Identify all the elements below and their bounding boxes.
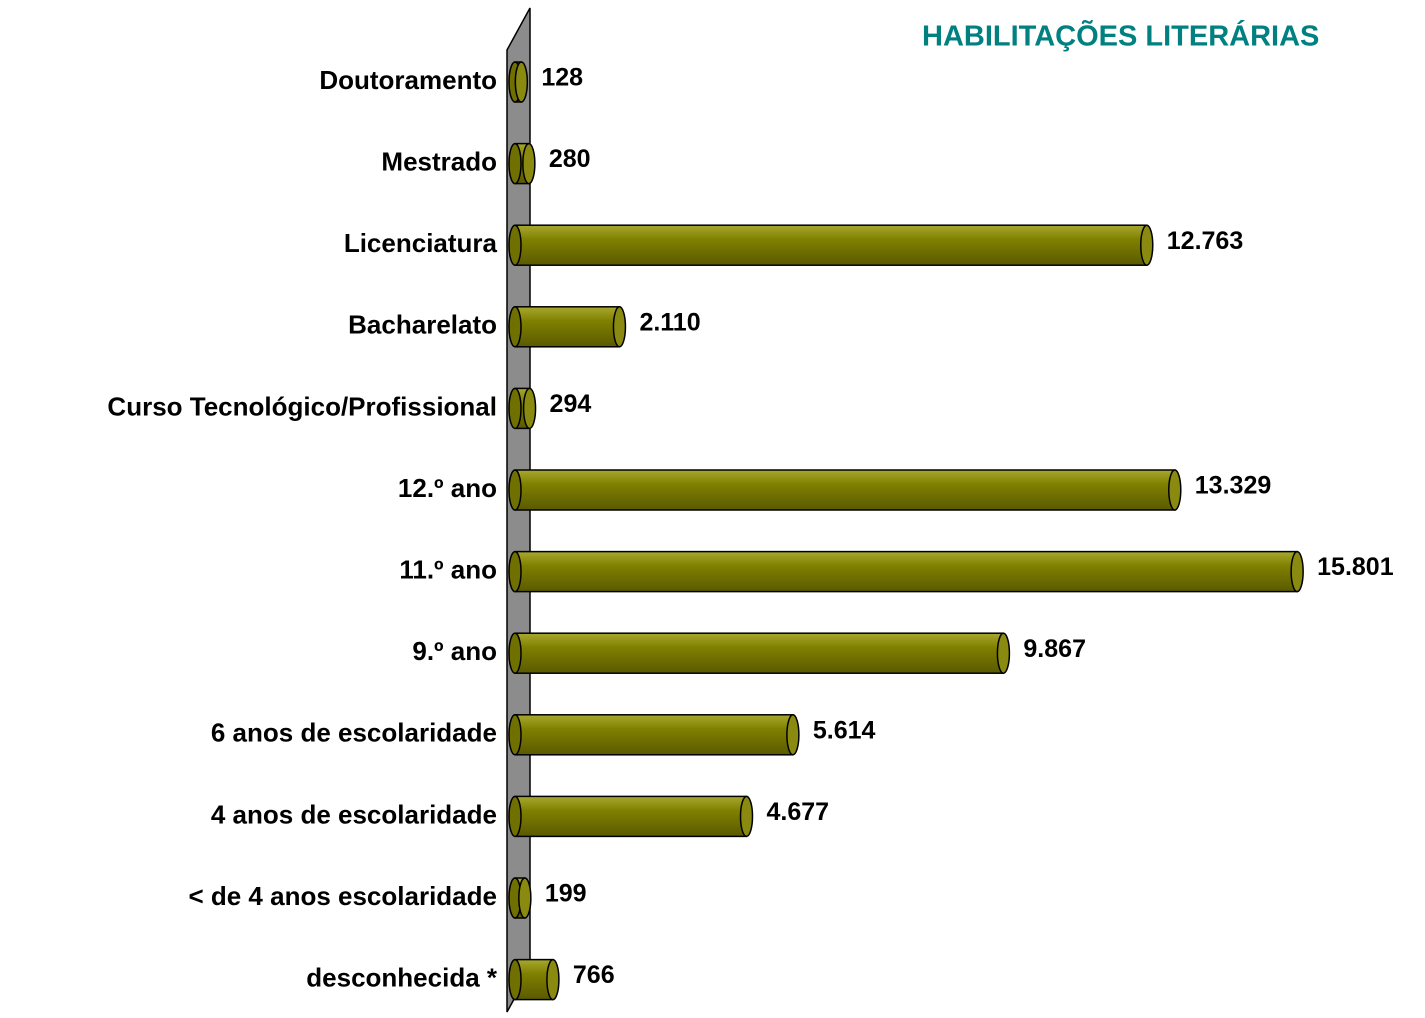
- value-label: 280: [549, 145, 591, 173]
- bar-cap-right: [514, 61, 529, 103]
- bar-cap-right: [546, 958, 560, 1001]
- bar: [514, 795, 748, 838]
- bar: [514, 306, 621, 348]
- value-label: 13.329: [1195, 472, 1271, 500]
- category-label: Mestrado: [381, 146, 497, 176]
- value-label: 5.614: [813, 716, 876, 744]
- value-label: 4.677: [767, 798, 830, 826]
- value-label: 12.763: [1167, 227, 1243, 255]
- value-label: 15.801: [1317, 553, 1394, 581]
- category-label: 9.º ano: [412, 636, 497, 666]
- category-label: Doutoramento: [319, 65, 497, 95]
- bar-cap-left: [508, 632, 522, 674]
- bar-cap-left: [508, 224, 522, 266]
- value-label: 766: [573, 961, 615, 989]
- chart-title: HABILITAÇÕES LITERÁRIAS: [922, 19, 1319, 53]
- bar-cap-left: [508, 387, 522, 430]
- bar-cap-right: [786, 714, 800, 756]
- category-label: Curso Tecnológico/Profissional: [107, 391, 497, 421]
- bar: [514, 550, 1298, 593]
- bar-cap-right: [1140, 224, 1154, 266]
- bar: [514, 714, 794, 756]
- bar-cap-left: [508, 550, 522, 593]
- bar-cap-left: [508, 142, 522, 185]
- bar-cap-left: [508, 958, 522, 1001]
- bar-cap-left: [508, 795, 522, 838]
- category-label: Licenciatura: [344, 228, 498, 258]
- bar-cap-right: [522, 387, 537, 430]
- category-label: 4 anos de escolaridade: [211, 799, 497, 829]
- value-label: 2.110: [639, 308, 700, 336]
- bar-cap-left: [508, 714, 522, 756]
- value-label: 9.867: [1023, 635, 1086, 663]
- bar: [514, 632, 1005, 674]
- bar-cap-right: [739, 795, 754, 838]
- value-label: 294: [550, 390, 592, 418]
- category-label: 12.º ano: [398, 473, 497, 503]
- bar-cap-right: [522, 142, 536, 185]
- value-label: 128: [541, 64, 583, 92]
- bar-cap-right: [1168, 469, 1182, 511]
- bar-cap-right: [518, 877, 532, 919]
- category-label: 6 anos de escolaridade: [211, 718, 497, 748]
- bar-cap-right: [996, 632, 1011, 674]
- category-label: < de 4 anos escolaridade: [188, 881, 497, 911]
- bar: [514, 469, 1176, 511]
- category-label: desconhecida *: [306, 962, 498, 992]
- bar-cap-left: [508, 306, 522, 348]
- bar-cap-right: [612, 306, 627, 348]
- bar-cap-left: [508, 469, 522, 511]
- value-label: 199: [545, 880, 587, 908]
- category-label: 11.º ano: [399, 554, 497, 584]
- bar: [514, 224, 1148, 266]
- category-label: Bacharelato: [348, 310, 497, 340]
- bar-cap-right: [1290, 550, 1304, 593]
